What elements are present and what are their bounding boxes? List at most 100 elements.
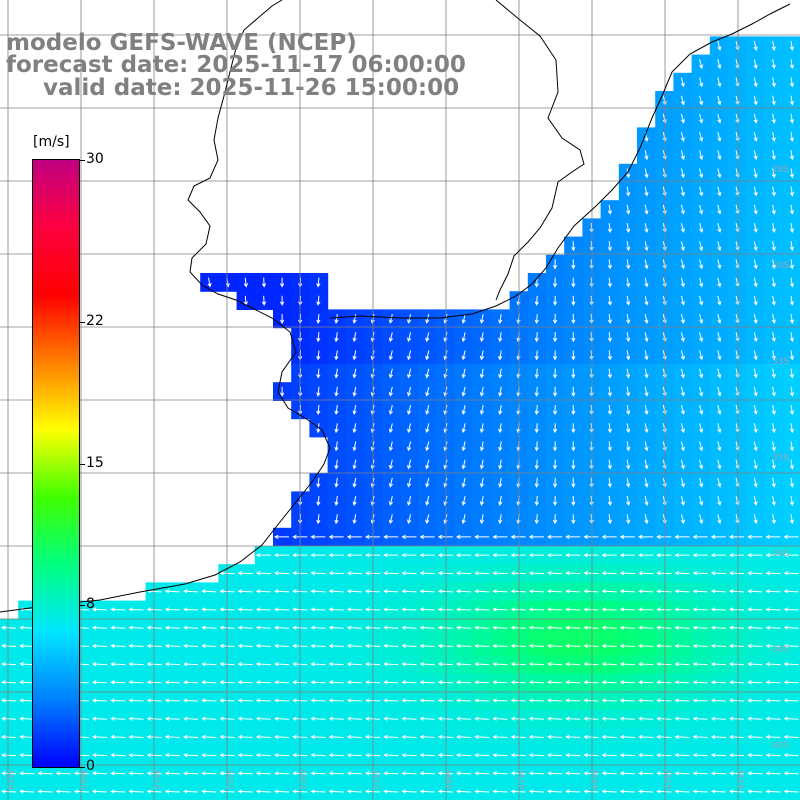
- wind-arrow: [699, 423, 704, 434]
- wind-arrow: [352, 332, 357, 343]
- wind-arrow: [680, 95, 685, 106]
- wind-arrow: [19, 789, 35, 794]
- wind-arrow: [310, 734, 326, 740]
- wind-arrow: [401, 589, 417, 594]
- wind-arrow: [498, 459, 503, 470]
- wind-arrow: [328, 789, 344, 794]
- wind-arrow: [110, 625, 126, 630]
- wind-arrow: [479, 332, 485, 343]
- wind-arrow: [789, 204, 795, 215]
- wind-arrow: [110, 734, 126, 740]
- wind-arrow: [717, 314, 722, 324]
- wind-arrow: [237, 698, 253, 703]
- wind-arrow: [528, 789, 544, 794]
- wind-arrow: [771, 441, 776, 452]
- wind-arrow: [765, 607, 781, 612]
- wind-arrow: [461, 405, 466, 415]
- wind-arrow: [638, 789, 654, 794]
- wind-arrow: [274, 643, 290, 649]
- wind-arrow: [310, 607, 326, 612]
- wind-arrow: [747, 661, 763, 667]
- wind-arrow: [183, 716, 199, 721]
- wind-arrow: [456, 734, 472, 740]
- wind-arrow: [571, 441, 576, 452]
- wind-arrow: [461, 496, 466, 506]
- wind-arrow: [316, 332, 321, 343]
- wind-arrow: [201, 771, 217, 776]
- wind-arrow: [729, 534, 745, 540]
- wind-arrow: [765, 643, 781, 649]
- wind-arrow: [692, 661, 708, 667]
- wind-arrow: [789, 477, 795, 488]
- wind-arrow: [346, 680, 362, 685]
- axis-labels: 61W 59W 57W 55W 53W 51W 49W 47W 45W 43W 41W 28S 30S 3…: [7, 165, 789, 790]
- wind-arrow: [479, 386, 485, 397]
- wind-arrow: [388, 477, 393, 488]
- wind-arrow: [571, 514, 576, 525]
- wind-arrow: [92, 680, 108, 685]
- wind-arrow: [656, 589, 672, 594]
- wind-arrow: [644, 222, 649, 233]
- wind-arrow: [146, 698, 162, 703]
- wind-arrow: [552, 295, 558, 306]
- wind-arrow: [255, 643, 271, 649]
- wind-arrow: [492, 698, 508, 703]
- wind-arrow: [164, 789, 180, 794]
- wind-arrow: [692, 716, 708, 721]
- wind-arrow: [601, 771, 617, 776]
- wind-arrow: [328, 771, 344, 776]
- wind-arrow: [710, 643, 726, 649]
- wind-arrow: [699, 241, 704, 252]
- wind-arrow: [110, 643, 126, 649]
- wind-arrow: [717, 204, 722, 215]
- wind-arrow: [765, 680, 781, 685]
- wind-arrow: [19, 716, 35, 721]
- wind-arrow: [710, 752, 726, 758]
- wind-arrow: [638, 680, 654, 685]
- wind-arrow: [274, 716, 290, 721]
- wind-arrow: [692, 625, 708, 630]
- wind-arrow: [783, 589, 799, 594]
- model-title: modelo GEFS-WAVE (NCEP): [6, 30, 357, 56]
- wind-arrow: [456, 552, 472, 558]
- wind-arrow: [771, 277, 776, 288]
- wind-arrow: [717, 77, 722, 88]
- wind-arrow: [401, 625, 417, 630]
- wind-arrow: [547, 607, 563, 612]
- wind-arrow: [528, 698, 544, 703]
- wind-arrow: [607, 241, 612, 252]
- wind-arrow: [219, 680, 235, 685]
- wind-arrow: [753, 241, 758, 252]
- wind-arrow: [571, 259, 576, 270]
- wind-arrow: [729, 643, 745, 649]
- wind-arrow: [717, 295, 722, 306]
- wind-arrow: [237, 716, 253, 721]
- wind-arrow: [674, 643, 690, 649]
- wind-arrow: [419, 789, 435, 794]
- wind-arrow: [1, 680, 17, 685]
- wind-arrow: [492, 643, 508, 649]
- wind-arrow: [183, 734, 199, 740]
- colorbar-tick-label: 22: [86, 312, 104, 329]
- wind-arrow: [498, 423, 503, 434]
- wind-arrow: [710, 789, 726, 794]
- wind-arrow: [699, 95, 704, 106]
- wind-arrow: [626, 386, 631, 397]
- wind-arrow: [237, 789, 253, 794]
- wind-arrow: [656, 789, 672, 794]
- latitude-label: 33S: [772, 357, 789, 367]
- wind-arrow: [607, 222, 612, 234]
- wind-arrow: [183, 752, 199, 758]
- wind-arrow: [274, 771, 290, 776]
- wind-arrow: [626, 514, 631, 525]
- wind-arrow: [638, 570, 654, 576]
- wind-arrow: [534, 404, 539, 416]
- wind-arrow: [219, 698, 235, 703]
- wind-arrow: [601, 570, 617, 576]
- wind-arrow: [656, 534, 672, 540]
- wind-arrow: [552, 514, 558, 525]
- wind-arrow: [571, 404, 576, 416]
- wind-arrow: [771, 40, 776, 51]
- wind-arrow: [753, 495, 758, 506]
- wind-arrow: [699, 223, 704, 233]
